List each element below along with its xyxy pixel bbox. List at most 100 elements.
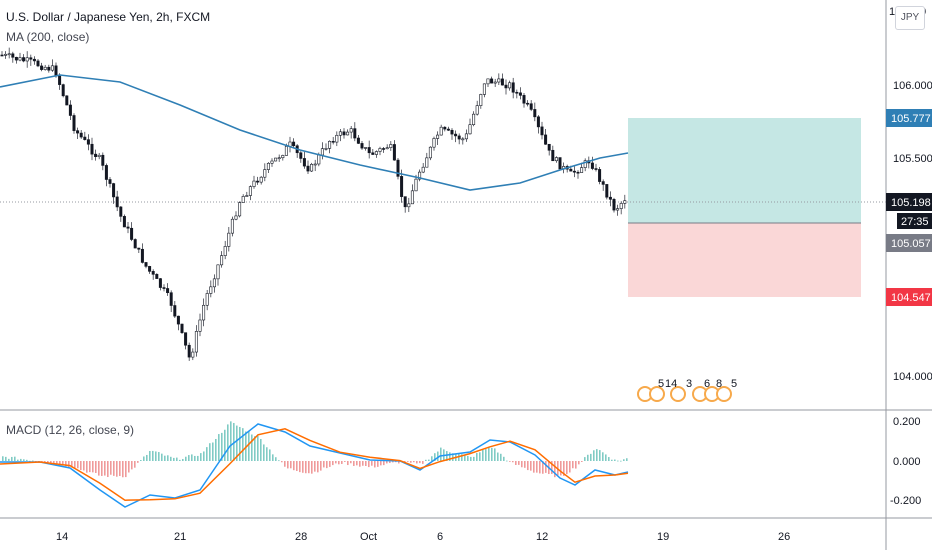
entry-price-label: 105.057 [891,238,931,250]
candle-body [407,203,411,208]
economic-events[interactable]: 5 14 3 6 8 5 [637,378,737,402]
candle-body [11,53,15,58]
candle-body [29,57,33,60]
macd-bar [617,460,619,462]
candle-body [90,143,94,155]
macd-bar [464,454,466,461]
macd-bar [314,461,316,472]
macd-bar [341,461,343,464]
candle-body [364,147,368,149]
target-price-tag [886,109,932,127]
macd-bar [47,461,49,464]
macd-bar [353,461,355,466]
macd-bar [368,461,370,468]
candle-body [155,274,159,279]
candle-body [266,162,270,170]
macd-bar [476,452,478,461]
candle-body [54,65,58,77]
macd-bar [251,434,253,461]
macd-axis[interactable]: 0.200 0.000 -0.200 [890,416,921,507]
candle-body [32,58,36,62]
macd-bar [176,457,178,461]
macd-bar [581,461,583,462]
stop-zone[interactable] [628,223,861,297]
macd-legend[interactable]: MACD (12, 26, close, 9) [6,423,135,437]
candle-body [104,165,108,180]
candle-body [572,170,576,173]
candle-body [533,109,537,118]
candle-body [151,271,155,275]
event-icon[interactable] [670,386,686,402]
candle-body [583,160,587,168]
macd-bar [539,461,541,474]
macd-bar [74,461,76,469]
candle-body [83,136,87,140]
event-icon[interactable] [716,386,732,402]
macd-bar [524,461,526,468]
candle-body [400,176,404,197]
candle-body [101,154,105,166]
price-tick: 105.500 [893,153,932,165]
macd-bar [365,461,367,467]
event-icon[interactable] [649,386,665,402]
macd-bar [62,461,64,465]
candle-body [306,165,310,172]
macd-bar [257,435,259,461]
macd-bar [593,450,595,461]
candle-body [486,78,490,85]
macd-tick: -0.200 [890,495,921,507]
candle-body [475,105,479,115]
candle-body [428,146,432,159]
event-count: 3 [686,378,692,390]
candle-body [58,75,62,85]
candle-body [342,131,346,136]
macd-bar [17,459,19,461]
macd-bar [551,461,553,474]
candle-body [122,216,126,228]
symbol-legend[interactable]: U.S. Dollar / Japanese Yen, 2h, FXCM [6,10,211,24]
macd-bar [284,461,286,467]
macd-bar [95,461,97,473]
macd-bar [479,452,481,461]
candle-body [598,169,602,182]
macd-bar [416,461,418,464]
currency-button[interactable]: JPY [895,6,925,30]
price-axis[interactable]: 1 0 106.000 105.500 104.000 105.777 105.… [886,6,932,383]
candle-body [94,153,98,157]
candle-body [335,134,339,143]
target-price-label: 105.777 [891,113,931,125]
macd-bar [236,425,238,461]
candle-body [515,91,519,94]
price-tick: 1 [889,6,895,18]
time-label: Oct [360,531,377,543]
macd-bar [605,454,607,461]
candle-body [277,157,281,160]
candle-body [497,78,501,83]
macd-bar [287,461,289,469]
event-count: 5 [731,378,737,390]
candle-body [68,104,72,116]
candle-body [245,195,249,197]
candle-body [79,132,83,138]
macd-bar [386,461,388,464]
candle-body [324,148,328,150]
macd-bar [488,446,490,461]
time-axis[interactable]: 14 21 28 Oct 6 12 19 26 [56,531,790,543]
candle-body [418,171,422,180]
current-price-label: 105.198 [891,197,931,209]
macd-bar [170,456,172,461]
ma-legend[interactable]: MA (200, close) [6,30,90,44]
candle-body [518,92,522,96]
macd-bar [8,458,10,461]
macd-bar [626,458,628,461]
target-zone[interactable] [628,118,861,223]
candle-body [18,57,22,61]
macd-bar [449,452,451,461]
macd-bar [491,447,493,461]
macd-bar [335,461,337,464]
macd-bar [440,447,442,461]
macd-bar [101,461,103,476]
time-label: 28 [295,531,307,543]
candle-body [608,196,612,200]
